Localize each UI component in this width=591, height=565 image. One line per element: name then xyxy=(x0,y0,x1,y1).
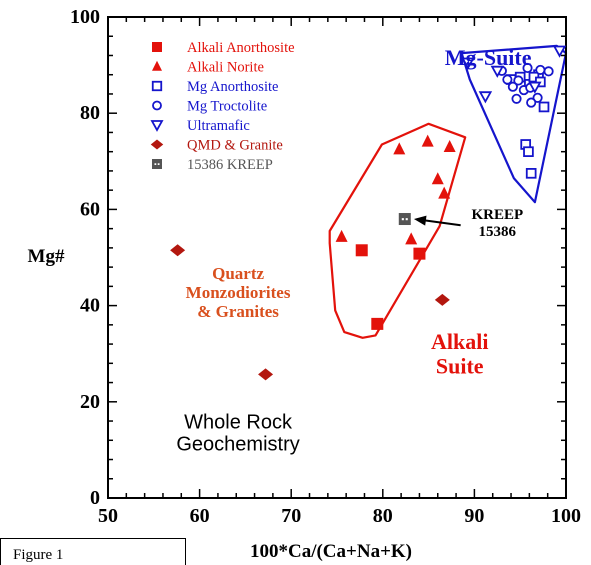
annotation-1: Alkali Suite xyxy=(431,329,488,379)
field-outline-1 xyxy=(330,124,466,338)
annotation-0: Mg-Suite xyxy=(445,45,532,70)
y-axis-label: Mg# xyxy=(28,246,65,267)
legend-marker-2 xyxy=(153,82,162,91)
data-point-series-3 xyxy=(544,67,552,75)
y-tick-label: 20 xyxy=(80,391,100,413)
kreep-arrow-head xyxy=(414,216,427,226)
data-point-series-0 xyxy=(413,248,425,260)
data-point-series-3 xyxy=(527,98,535,106)
data-point-series-6-dot xyxy=(402,218,404,220)
data-point-series-3 xyxy=(536,66,544,74)
data-point-series-0 xyxy=(356,244,368,256)
annotation-line: Whole Rock xyxy=(184,411,293,433)
plot-area xyxy=(108,17,566,498)
annotation-line: Quartz xyxy=(212,264,264,283)
annotation-3: Quartz Monzodiorites & Granites xyxy=(186,264,291,321)
legend-marker-6-body xyxy=(152,159,162,169)
data-point-series-6-dot xyxy=(406,218,408,220)
annotation-4: Whole Rock Geochemistry xyxy=(176,411,299,455)
legend-marker-0 xyxy=(152,42,162,52)
legend-label-3: Mg Troctolite xyxy=(187,99,267,115)
annotation-line: Alkali xyxy=(431,329,488,354)
annotation-line: Suite xyxy=(436,354,484,379)
plot-frame xyxy=(108,17,566,498)
x-tick-label: 100 xyxy=(551,505,581,527)
x-tick-label: 60 xyxy=(190,505,210,527)
annotation-line: 15386 xyxy=(479,224,517,240)
y-tick-label: 100 xyxy=(70,6,100,28)
data-point-series-5 xyxy=(435,294,450,306)
x-tick-label: 50 xyxy=(98,505,118,527)
annotation-line: Mg-Suite xyxy=(445,45,532,70)
data-point-series-1 xyxy=(393,142,405,154)
annotation-line: Geochemistry xyxy=(176,434,299,456)
x-tick-label: 90 xyxy=(464,505,484,527)
legend-marker-1 xyxy=(152,61,162,71)
data-point-series-6-body xyxy=(399,213,411,225)
y-tick-label: 0 xyxy=(90,487,100,509)
data-point-series-6 xyxy=(399,213,411,225)
data-point-series-2 xyxy=(527,169,536,178)
data-point-series-3 xyxy=(514,76,522,84)
y-tick-label: 40 xyxy=(80,295,100,317)
annotation-line: & Granites xyxy=(197,302,279,321)
data-point-series-3 xyxy=(512,95,520,103)
legend-marker-6-dot xyxy=(155,163,157,165)
data-point-series-1 xyxy=(432,172,444,184)
y-tick-label: 60 xyxy=(80,198,100,220)
data-point-series-4 xyxy=(480,92,490,101)
data-point-series-0 xyxy=(371,318,383,330)
data-point-series-5 xyxy=(170,244,185,256)
legend-marker-6 xyxy=(152,159,162,169)
legend-marker-4 xyxy=(152,121,162,130)
x-tick-label: 80 xyxy=(373,505,393,527)
annotation-line: KREEP xyxy=(471,207,523,223)
legend-marker-5 xyxy=(151,140,164,150)
data-point-series-5 xyxy=(258,368,273,380)
axis-ticks: 50 60 70 80 90 100 0 20 40 60 80 100 xyxy=(70,6,581,527)
legend-label-4: Ultramafic xyxy=(187,118,250,134)
legend-label-2: Mg Anorthosite xyxy=(187,79,278,95)
legend-marker-6-dot xyxy=(158,163,160,165)
annotation-line: Monzodiorites xyxy=(186,283,291,302)
data-point-series-2 xyxy=(540,103,549,112)
legend-label-6: 15386 KREEP xyxy=(187,157,273,173)
legend-label-5: QMD & Granite xyxy=(187,138,283,154)
y-tick-label: 80 xyxy=(80,102,100,124)
legend-label-0: Alkali Anorthosite xyxy=(187,40,295,56)
data-point-series-2 xyxy=(524,147,533,156)
legend-label-1: Alkali Norite xyxy=(187,60,264,76)
legend: Alkali Anorthosite Alkali Norite Mg Anorth… xyxy=(151,40,295,173)
data-point-series-1 xyxy=(336,230,348,242)
figure-label: Figure 1 xyxy=(0,538,186,565)
annotation-2: KREEP 15386 xyxy=(471,207,523,240)
x-tick-label: 70 xyxy=(281,505,301,527)
legend-marker-3 xyxy=(153,102,161,110)
x-axis-label: 100*Ca/(Ca+Na+K) xyxy=(250,541,412,562)
data-point-series-1 xyxy=(405,232,417,244)
data-point-series-1 xyxy=(444,140,456,152)
data-point-series-1 xyxy=(422,135,434,147)
